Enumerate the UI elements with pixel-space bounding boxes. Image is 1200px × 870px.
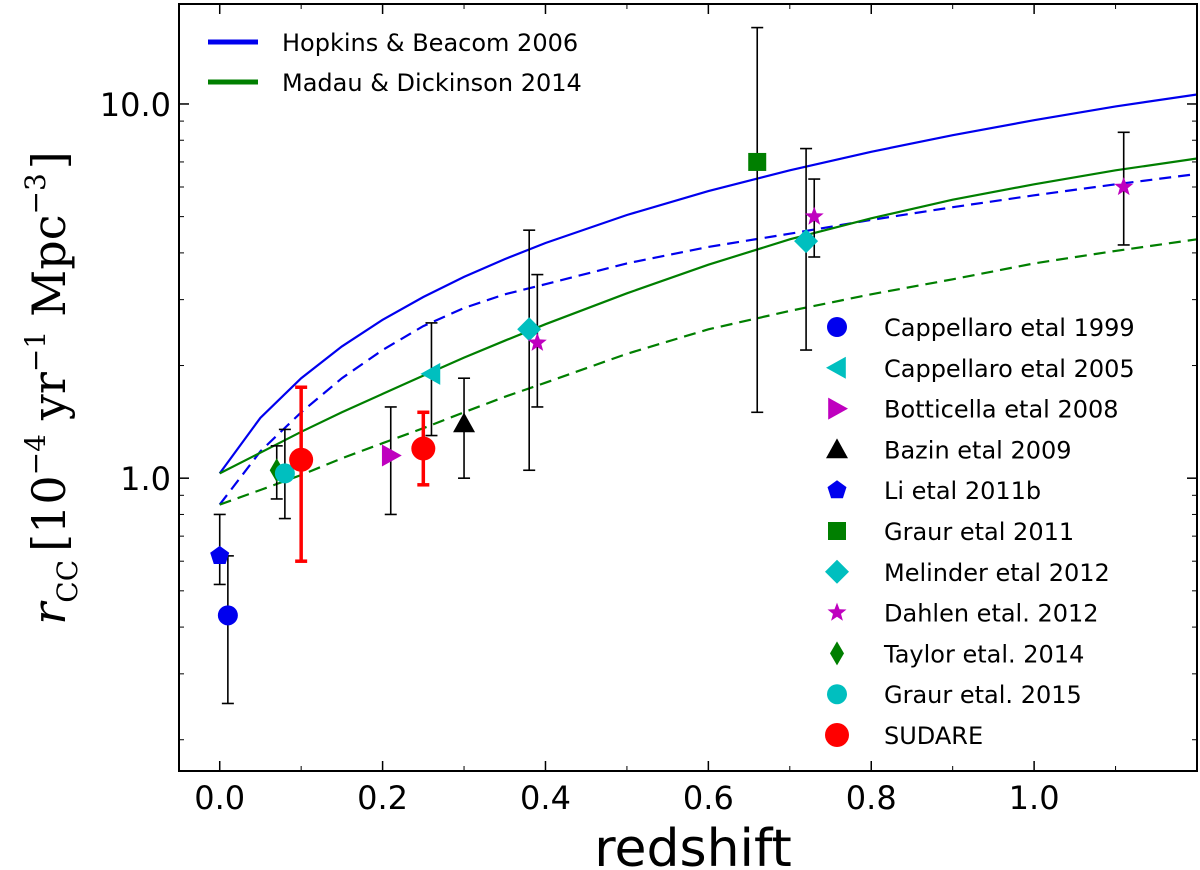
legend-entry-dahlen-etal-2012: Dahlen etal. 2012 bbox=[827, 600, 1099, 628]
point-melinder-etal-2012-1 bbox=[794, 229, 819, 254]
svg-text:Cappellaro etal 1999: Cappellaro etal 1999 bbox=[884, 314, 1135, 342]
y-label-subscript: CC bbox=[51, 560, 84, 603]
svg-text:Dahlen etal. 2012: Dahlen etal. 2012 bbox=[884, 600, 1099, 628]
svg-text:Botticella etal 2008: Botticella etal 2008 bbox=[884, 396, 1119, 424]
legend-entry-sudare: SUDARE bbox=[825, 722, 983, 750]
x-tick-label: 1.0 bbox=[1009, 779, 1060, 817]
y-label-base: 10 bbox=[22, 475, 76, 534]
legend-entry-graur-etal-2011: Graur etal 2011 bbox=[828, 518, 1074, 546]
point-dahlen-etal-2012-2 bbox=[1114, 177, 1134, 196]
legend-entry-taylor-etal-2014: Taylor etal. 2014 bbox=[830, 640, 1084, 668]
line-hopkins-beacom-2006 bbox=[218, 93, 1197, 475]
svg-text:Graur etal 2011: Graur etal 2011 bbox=[884, 518, 1074, 546]
x-tick-label: 0.6 bbox=[683, 779, 734, 817]
y-label-unit2: Mpc bbox=[22, 215, 76, 317]
point-dahlen-etal-2012-1 bbox=[804, 206, 824, 225]
x-axis-label: redshift bbox=[594, 819, 792, 870]
y-tick-label: 1.0 bbox=[120, 460, 171, 498]
x-tick-label: 0.4 bbox=[520, 779, 571, 817]
legend-marker-cappellaro-etal-2005 bbox=[826, 356, 846, 379]
legend-marker-cappellaro-etal-1999 bbox=[827, 317, 847, 337]
y-label-exp2: −1 bbox=[19, 331, 52, 372]
point-cappellaro-etal-1999-0 bbox=[217, 605, 238, 626]
x-tick-label: 0.0 bbox=[194, 779, 245, 817]
legend-entry-madau-dickinson-2014: Madau & Dickinson 2014 bbox=[208, 69, 582, 97]
y-label-symbol: r bbox=[22, 600, 76, 625]
legend-marker-graur-etal-2015 bbox=[827, 684, 847, 705]
point-cappellaro-etal-2005-0 bbox=[420, 362, 441, 385]
svg-text:Cappellaro etal 2005: Cappellaro etal 2005 bbox=[884, 355, 1135, 383]
point-botticella-etal-2008-0 bbox=[381, 444, 402, 467]
legend-marker-bazin-etal-2009 bbox=[826, 438, 848, 459]
svg-text:Hopkins & Beacom 2006: Hopkins & Beacom 2006 bbox=[282, 29, 578, 57]
legend-marker-li-etal-2011b bbox=[827, 480, 847, 499]
x-tick-label: 0.8 bbox=[846, 779, 897, 817]
model-lines bbox=[218, 93, 1197, 506]
legend-marker-graur-etal-2011 bbox=[828, 522, 846, 540]
point-melinder-etal-2012-0 bbox=[517, 317, 542, 342]
legend-marker-taylor-etal-2014 bbox=[830, 641, 844, 666]
legend-entry-graur-etal-2015: Graur etal. 2015 bbox=[827, 681, 1082, 709]
line-hopkins-beacom-2006-dashed bbox=[218, 172, 1197, 506]
legend-entry-botticella-etal-2008: Botticella etal 2008 bbox=[828, 396, 1119, 424]
y-tick-label: 10.0 bbox=[100, 86, 171, 124]
line-madau-dickinson-2014-dashed bbox=[219, 238, 1197, 506]
y-label-unit1: yr bbox=[22, 372, 76, 421]
error-bar-graur-etal-2011-0 bbox=[751, 26, 764, 414]
svg-text:rCC[10−4yr−1Mpc−3]: rCC [10−4 yr−1 Mpc−3] bbox=[19, 151, 84, 624]
svg-text:Taylor etal. 2014: Taylor etal. 2014 bbox=[883, 640, 1084, 668]
legend-entry-bazin-etal-2009: Bazin etal 2009 bbox=[826, 436, 1072, 464]
point-sudare-0 bbox=[289, 447, 314, 472]
svg-text:Graur etal. 2015: Graur etal. 2015 bbox=[884, 681, 1082, 709]
y-label-bracket-open: [ bbox=[22, 534, 76, 552]
y-label-exp3: −3 bbox=[19, 173, 52, 214]
point-sudare-1 bbox=[411, 436, 436, 461]
legend: Hopkins & Beacom 2006 Madau & Dickinson 2… bbox=[208, 29, 1135, 750]
y-axis-label: rCC [10−4 yr−1 Mpc−3] bbox=[19, 151, 84, 624]
legend-entry-li-etal-2011b: Li etal 2011b bbox=[827, 477, 1041, 505]
point-graur-etal-2015-0 bbox=[274, 463, 295, 484]
data-points bbox=[210, 152, 1134, 626]
svg-text:Madau & Dickinson 2014: Madau & Dickinson 2014 bbox=[282, 69, 582, 97]
axis-ticks: 0.0 0.2 0.4 0.6 0.8 1.0 1.0 10.0 bbox=[100, 4, 1197, 817]
point-graur-etal-2011-0 bbox=[748, 152, 767, 171]
error-bar-cappellaro-etal-1999-0 bbox=[221, 555, 234, 705]
legend-marker-sudare bbox=[825, 723, 849, 747]
point-bazin-etal-2009-0 bbox=[453, 412, 476, 433]
legend-marker-botticella-etal-2008 bbox=[828, 397, 848, 420]
error-bar-sudare-0 bbox=[295, 385, 308, 563]
x-tick-label: 0.2 bbox=[357, 779, 408, 817]
svg-text:SUDARE: SUDARE bbox=[884, 722, 983, 750]
legend-entry-hopkins-beacom-2006: Hopkins & Beacom 2006 bbox=[208, 29, 578, 57]
point-li-etal-2011b-0 bbox=[210, 545, 230, 564]
legend-entry-cappellaro-etal-2005: Cappellaro etal 2005 bbox=[826, 355, 1135, 383]
svg-text:Melinder etal 2012: Melinder etal 2012 bbox=[884, 559, 1110, 587]
svg-text:Li etal 2011b: Li etal 2011b bbox=[884, 477, 1041, 505]
plot-frame bbox=[178, 3, 1198, 772]
legend-marker-melinder-etal-2012 bbox=[825, 559, 849, 584]
line-madau-dickinson-2014 bbox=[219, 157, 1197, 475]
svg-text:Bazin etal 2009: Bazin etal 2009 bbox=[884, 436, 1072, 464]
y-label-bracket-close: ] bbox=[22, 151, 76, 169]
point-dahlen-etal-2012-0 bbox=[527, 332, 547, 351]
y-label-exp1: −4 bbox=[19, 434, 52, 475]
legend-marker-dahlen-etal-2012 bbox=[827, 602, 847, 621]
legend-entry-cappellaro-etal-1999: Cappellaro etal 1999 bbox=[827, 314, 1135, 342]
legend-entry-melinder-etal-2012: Melinder etal 2012 bbox=[825, 559, 1110, 587]
error-bar-melinder-etal-2012-0 bbox=[523, 229, 536, 472]
